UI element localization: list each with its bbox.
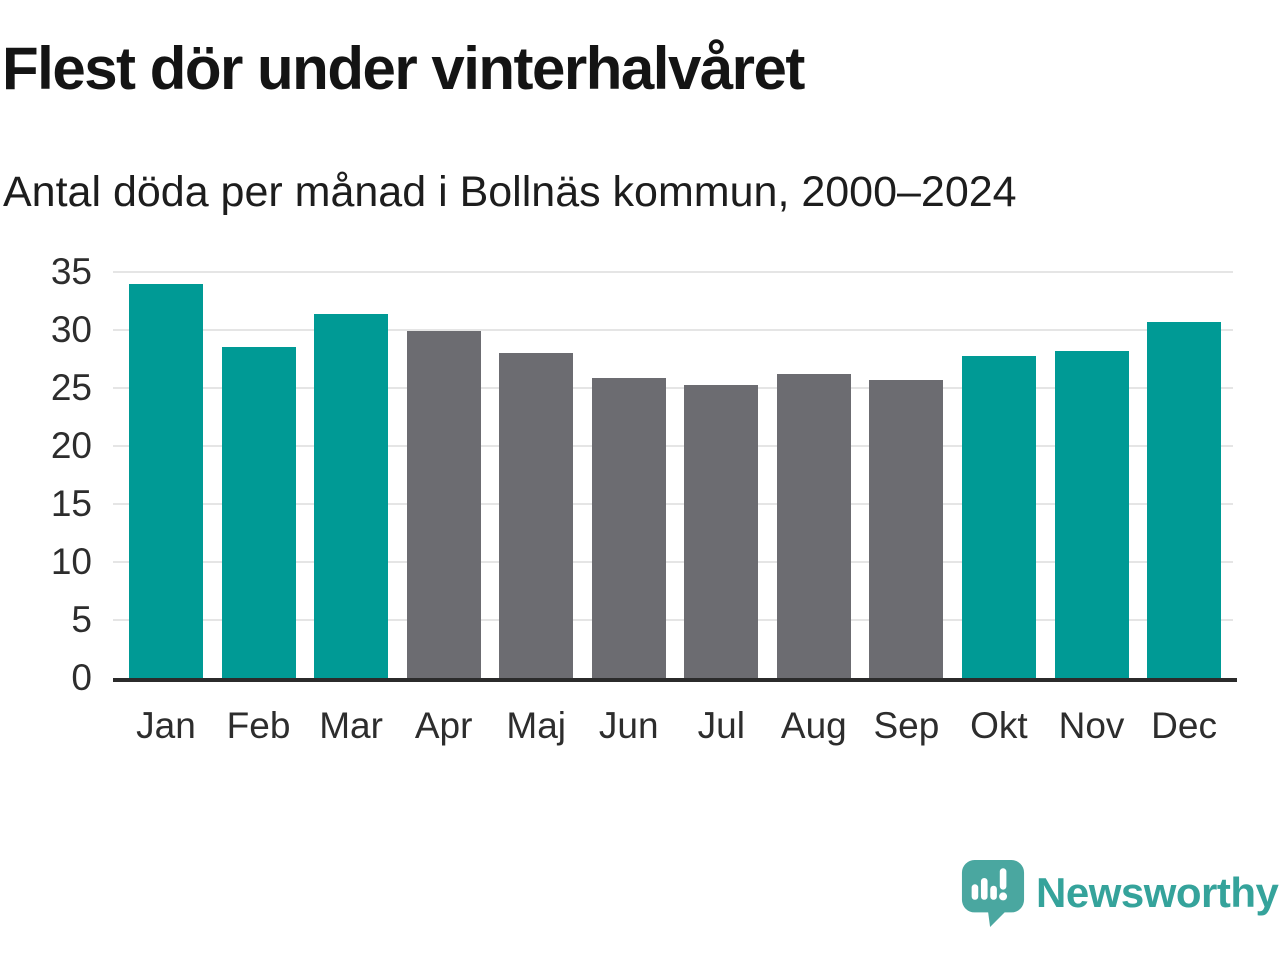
bar-aug	[776, 374, 851, 678]
x-tick-label-sep: Sep	[873, 705, 940, 746]
gridline-15	[113, 503, 1233, 505]
mini-bar-chart-glyph	[971, 868, 1008, 901]
y-tick-label-30: 30	[50, 309, 92, 350]
x-tick-label-jan: Jan	[136, 705, 196, 746]
bar-jul	[684, 384, 759, 678]
bar-maj	[499, 353, 574, 678]
bar-nov	[1054, 350, 1129, 678]
chart-title: Flest dör under vinterhalvåret	[2, 35, 805, 102]
bar-sep	[869, 379, 944, 678]
x-tick-label-aug: Aug	[780, 705, 847, 746]
y-tick-label-0: 0	[71, 657, 92, 698]
x-tick-label-dec: Dec	[1151, 705, 1217, 746]
x-tick-label-maj: Maj	[506, 705, 566, 746]
y-tick-label-35: 35	[50, 251, 92, 292]
x-tick-label-jul: Jul	[697, 705, 745, 746]
y-tick-label-20: 20	[50, 425, 92, 466]
y-tick-label-15: 15	[50, 483, 92, 524]
chart-subtitle: Antal döda per månad i Bollnäs kommun, 2…	[3, 168, 1017, 216]
bar-apr	[406, 331, 481, 678]
y-tick-label-25: 25	[50, 367, 92, 408]
gridline-35	[113, 271, 1233, 273]
x-tick-label-feb: Feb	[226, 705, 291, 746]
gridline-30	[113, 329, 1233, 331]
x-tick-label-jun: Jun	[598, 705, 659, 746]
bar-jun	[591, 377, 666, 678]
bar-jan	[129, 283, 203, 678]
newsworthy-logo-icon	[961, 860, 1025, 927]
gridline-25	[113, 387, 1233, 389]
bar-chart: 0 5 10 15 20 25 30 35 Jan Feb Mar Apr Maj Jun Jul Aug S…	[50, 251, 1237, 746]
bar-okt	[961, 355, 1036, 678]
gridline-20	[113, 445, 1233, 447]
x-tick-label-mar: Mar	[319, 705, 383, 746]
bar-dec	[1147, 321, 1222, 678]
bar-mar	[314, 313, 389, 678]
x-tick-label-apr: Apr	[414, 705, 473, 746]
brand-footer: Newsworthy	[960, 858, 1279, 928]
y-tick-label-10: 10	[50, 541, 92, 582]
brand-name: Newsworthy	[1036, 869, 1279, 916]
bar-feb	[221, 347, 296, 678]
x-axis-line	[113, 678, 1237, 682]
y-tick-label-5: 5	[71, 599, 92, 640]
x-tick-label-nov: Nov	[1058, 705, 1125, 746]
gridline-10	[113, 561, 1233, 563]
x-tick-label-okt: Okt	[970, 705, 1028, 746]
gridline-5	[113, 619, 1233, 621]
